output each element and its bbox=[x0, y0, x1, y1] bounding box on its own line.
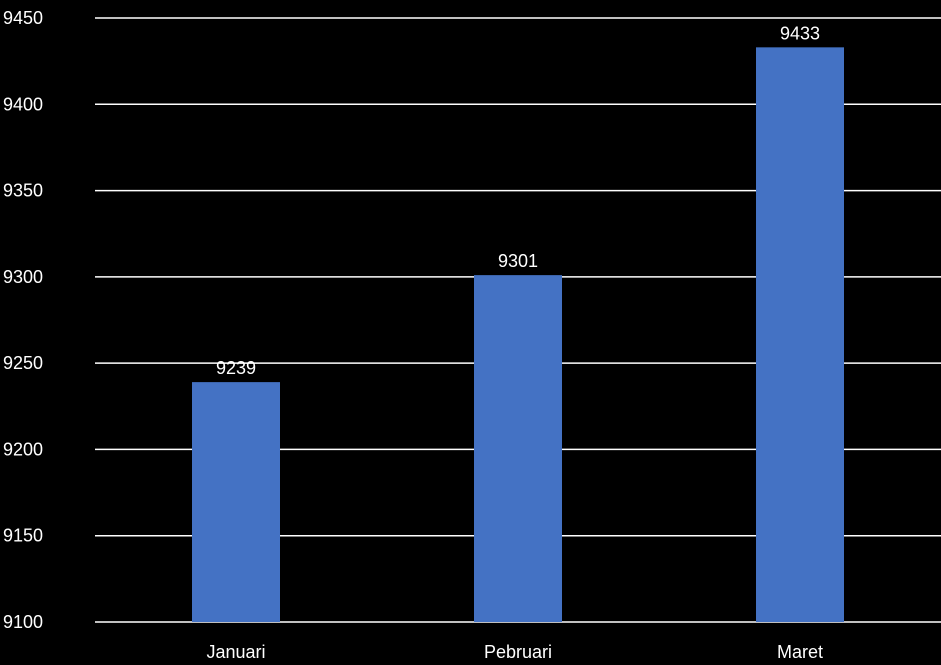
data-labels: 9239 9301 9433 bbox=[216, 23, 820, 378]
x-category-label-pebruari: Pebruari bbox=[484, 642, 552, 662]
data-label-januari: 9239 bbox=[216, 358, 256, 378]
bar-maret bbox=[756, 47, 844, 622]
x-category-label-januari: Januari bbox=[206, 642, 265, 662]
y-tick-label: 9400 bbox=[3, 94, 43, 114]
y-tick-label: 9450 bbox=[3, 8, 43, 28]
bars bbox=[192, 47, 844, 622]
data-label-maret: 9433 bbox=[780, 23, 820, 43]
data-label-pebruari: 9301 bbox=[498, 251, 538, 271]
y-tick-label: 9300 bbox=[3, 267, 43, 287]
y-tick-label: 9350 bbox=[3, 181, 43, 201]
y-tick-label: 9250 bbox=[3, 353, 43, 373]
x-category-label-maret: Maret bbox=[777, 642, 823, 662]
x-axis-category-labels: Januari Pebruari Maret bbox=[206, 642, 823, 662]
y-tick-label: 9150 bbox=[3, 526, 43, 546]
bar-pebruari bbox=[474, 275, 562, 622]
y-tick-label: 9100 bbox=[3, 612, 43, 632]
y-axis-tick-labels: 9100 9150 9200 9250 9300 9350 9400 9450 bbox=[3, 8, 43, 632]
y-tick-label: 9200 bbox=[3, 439, 43, 459]
bar-januari bbox=[192, 382, 280, 622]
